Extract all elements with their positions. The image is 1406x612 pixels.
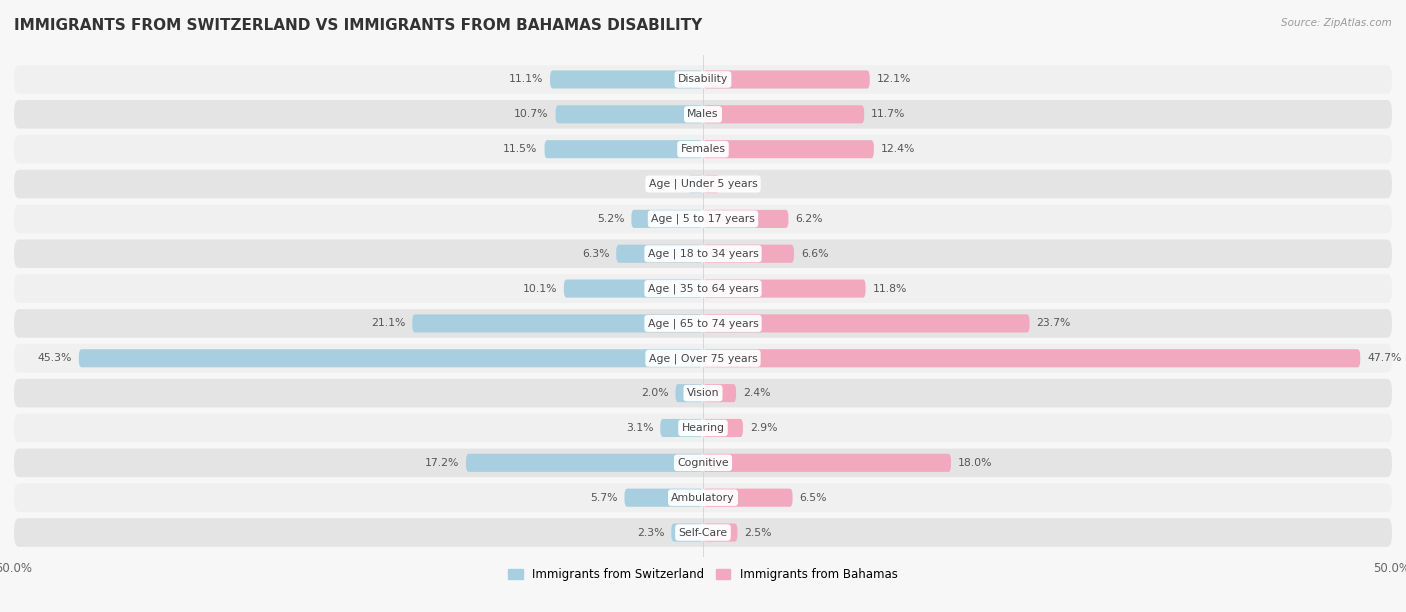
Text: Hearing: Hearing	[682, 423, 724, 433]
Text: 2.3%: 2.3%	[637, 528, 665, 537]
Text: 2.0%: 2.0%	[641, 388, 669, 398]
FancyBboxPatch shape	[631, 210, 703, 228]
FancyBboxPatch shape	[14, 344, 1392, 373]
FancyBboxPatch shape	[661, 419, 703, 437]
Text: 5.7%: 5.7%	[591, 493, 617, 502]
FancyBboxPatch shape	[703, 523, 738, 542]
FancyBboxPatch shape	[703, 70, 870, 89]
Text: Age | 65 to 74 years: Age | 65 to 74 years	[648, 318, 758, 329]
FancyBboxPatch shape	[703, 384, 737, 402]
Text: Disability: Disability	[678, 75, 728, 84]
Text: IMMIGRANTS FROM SWITZERLAND VS IMMIGRANTS FROM BAHAMAS DISABILITY: IMMIGRANTS FROM SWITZERLAND VS IMMIGRANT…	[14, 18, 703, 34]
Text: 1.1%: 1.1%	[654, 179, 681, 189]
Text: 6.5%: 6.5%	[800, 493, 827, 502]
Text: 2.5%: 2.5%	[744, 528, 772, 537]
FancyBboxPatch shape	[703, 105, 865, 124]
FancyBboxPatch shape	[675, 384, 703, 402]
FancyBboxPatch shape	[703, 315, 1029, 332]
Text: 11.8%: 11.8%	[873, 283, 907, 294]
Text: 1.2%: 1.2%	[727, 179, 754, 189]
Text: Age | 5 to 17 years: Age | 5 to 17 years	[651, 214, 755, 224]
FancyBboxPatch shape	[703, 280, 866, 297]
FancyBboxPatch shape	[14, 518, 1392, 547]
FancyBboxPatch shape	[688, 175, 703, 193]
FancyBboxPatch shape	[79, 349, 703, 367]
Text: 6.2%: 6.2%	[796, 214, 823, 224]
FancyBboxPatch shape	[14, 204, 1392, 233]
FancyBboxPatch shape	[703, 488, 793, 507]
Text: 5.2%: 5.2%	[598, 214, 624, 224]
FancyBboxPatch shape	[671, 523, 703, 542]
FancyBboxPatch shape	[703, 175, 720, 193]
Text: Ambulatory: Ambulatory	[671, 493, 735, 502]
FancyBboxPatch shape	[703, 140, 875, 159]
Text: 12.1%: 12.1%	[876, 75, 911, 84]
Text: Age | 35 to 64 years: Age | 35 to 64 years	[648, 283, 758, 294]
FancyBboxPatch shape	[703, 349, 1360, 367]
Text: Source: ZipAtlas.com: Source: ZipAtlas.com	[1281, 18, 1392, 28]
FancyBboxPatch shape	[703, 245, 794, 263]
FancyBboxPatch shape	[703, 210, 789, 228]
FancyBboxPatch shape	[14, 274, 1392, 303]
Text: 18.0%: 18.0%	[957, 458, 993, 468]
Text: Females: Females	[681, 144, 725, 154]
FancyBboxPatch shape	[14, 135, 1392, 163]
Text: 10.1%: 10.1%	[523, 283, 557, 294]
Text: Age | 18 to 34 years: Age | 18 to 34 years	[648, 248, 758, 259]
Text: Males: Males	[688, 110, 718, 119]
FancyBboxPatch shape	[14, 309, 1392, 338]
FancyBboxPatch shape	[14, 170, 1392, 198]
FancyBboxPatch shape	[544, 140, 703, 159]
Text: 45.3%: 45.3%	[38, 353, 72, 364]
FancyBboxPatch shape	[703, 453, 950, 472]
FancyBboxPatch shape	[14, 414, 1392, 442]
FancyBboxPatch shape	[14, 379, 1392, 408]
FancyBboxPatch shape	[555, 105, 703, 124]
FancyBboxPatch shape	[550, 70, 703, 89]
FancyBboxPatch shape	[14, 100, 1392, 129]
Text: Self-Care: Self-Care	[679, 528, 727, 537]
Text: 6.6%: 6.6%	[801, 248, 828, 259]
FancyBboxPatch shape	[616, 245, 703, 263]
Text: 17.2%: 17.2%	[425, 458, 460, 468]
FancyBboxPatch shape	[412, 315, 703, 332]
FancyBboxPatch shape	[703, 419, 742, 437]
Text: 2.4%: 2.4%	[742, 388, 770, 398]
Text: Cognitive: Cognitive	[678, 458, 728, 468]
Text: Age | Over 75 years: Age | Over 75 years	[648, 353, 758, 364]
FancyBboxPatch shape	[14, 65, 1392, 94]
Text: 10.7%: 10.7%	[515, 110, 548, 119]
Text: Vision: Vision	[686, 388, 720, 398]
Text: 23.7%: 23.7%	[1036, 318, 1071, 329]
Text: 12.4%: 12.4%	[880, 144, 915, 154]
FancyBboxPatch shape	[564, 280, 703, 297]
Text: 2.9%: 2.9%	[749, 423, 778, 433]
Text: 6.3%: 6.3%	[582, 248, 609, 259]
FancyBboxPatch shape	[14, 483, 1392, 512]
Text: 47.7%: 47.7%	[1367, 353, 1402, 364]
FancyBboxPatch shape	[14, 239, 1392, 268]
FancyBboxPatch shape	[465, 453, 703, 472]
Text: Age | Under 5 years: Age | Under 5 years	[648, 179, 758, 189]
FancyBboxPatch shape	[624, 488, 703, 507]
Legend: Immigrants from Switzerland, Immigrants from Bahamas: Immigrants from Switzerland, Immigrants …	[509, 568, 897, 581]
Text: 11.5%: 11.5%	[503, 144, 537, 154]
Text: 11.1%: 11.1%	[509, 75, 543, 84]
Text: 11.7%: 11.7%	[872, 110, 905, 119]
Text: 3.1%: 3.1%	[626, 423, 654, 433]
Text: 21.1%: 21.1%	[371, 318, 405, 329]
FancyBboxPatch shape	[14, 449, 1392, 477]
